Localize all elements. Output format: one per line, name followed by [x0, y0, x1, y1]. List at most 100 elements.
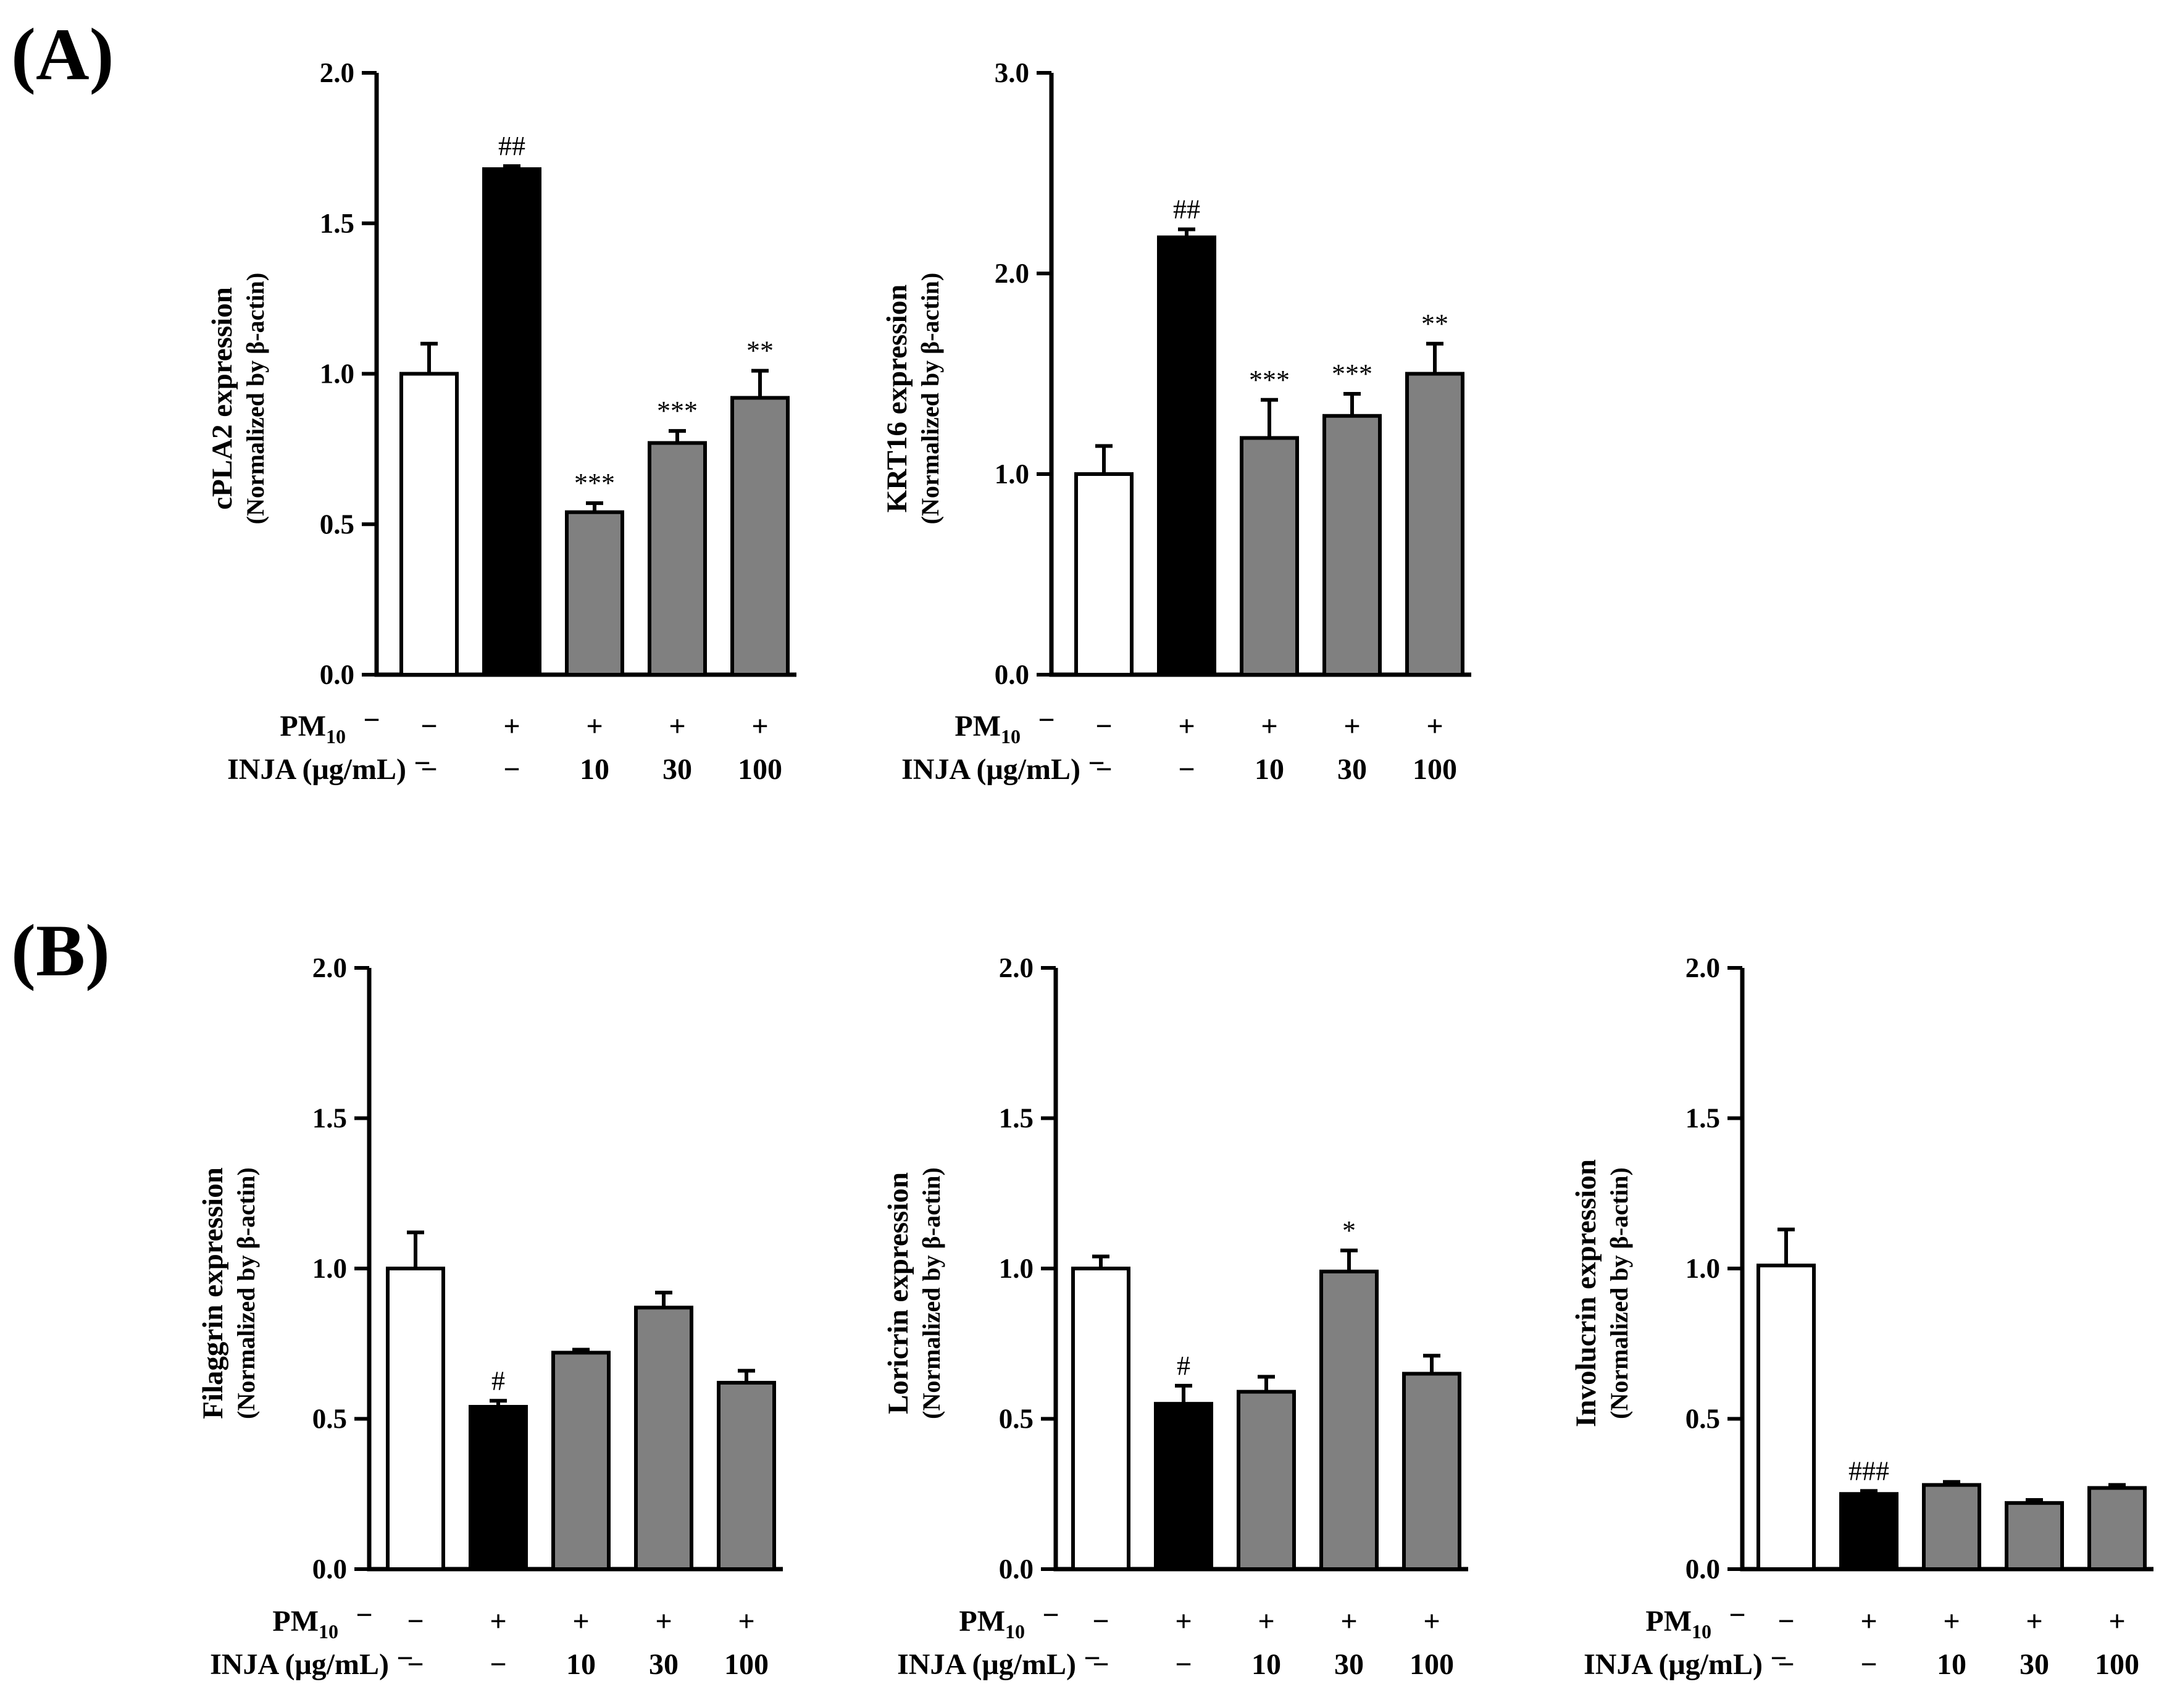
- significance-label: **: [1421, 309, 1448, 339]
- pm-condition-value: +: [1343, 710, 1360, 743]
- bar-charts: 0.0 0.5 1.0 1.5 2.0 cPLA2 expression (Normaliz…: [0, 0, 2172, 1708]
- inja-label-dash: −: [1088, 747, 1105, 780]
- y-axis-label: cPLA2 expression: [206, 287, 238, 510]
- pm-label-dash: −: [1729, 1599, 1745, 1631]
- bar: [470, 1407, 526, 1569]
- inja-condition-value: 10: [1251, 1648, 1281, 1681]
- inja-condition-value: 10: [580, 753, 609, 786]
- pm-label: PM10: [280, 710, 346, 748]
- bar: [1324, 416, 1380, 675]
- pm-condition-value: +: [1860, 1605, 1877, 1638]
- y-tick-label: 3.0: [995, 57, 1029, 88]
- significance-label: ***: [657, 396, 698, 426]
- pm-label-dash: −: [363, 704, 380, 736]
- y-tick-label: 0.0: [1685, 1554, 1720, 1585]
- bar: [1404, 1373, 1460, 1569]
- y-tick-label: 2.0: [1685, 952, 1720, 983]
- inja-condition-value: 30: [2020, 1648, 2049, 1681]
- bar: [484, 169, 540, 675]
- inja-condition-value: 100: [2095, 1648, 2139, 1681]
- significance-label: ***: [574, 468, 615, 498]
- significance-label: ##: [1173, 194, 1200, 225]
- inja-condition-value: 30: [649, 1648, 679, 1681]
- pm-condition-value: +: [738, 1605, 754, 1638]
- pm-condition-value: +: [1943, 1605, 1960, 1638]
- bar: [1156, 1404, 1211, 1569]
- y-axis-label: KRT16 expression: [881, 285, 913, 513]
- pm-label: PM10: [1645, 1605, 1711, 1643]
- y-tick-label: 1.0: [995, 459, 1029, 489]
- pm-condition-value: +: [655, 1605, 672, 1638]
- y-tick-label: 1.0: [999, 1253, 1034, 1284]
- inja-condition-value: −: [1860, 1648, 1877, 1681]
- y-tick-label: 0.5: [312, 1404, 347, 1435]
- inja-condition-value: 10: [566, 1648, 596, 1681]
- pm-condition-value: +: [2026, 1605, 2042, 1638]
- y-tick-label: 0.0: [995, 659, 1029, 690]
- y-axis-label: Loricrin expression: [882, 1172, 914, 1414]
- pm-condition-value: −: [1092, 1605, 1109, 1638]
- bar: [1321, 1272, 1377, 1569]
- y-tick-label: 0.5: [320, 509, 354, 539]
- inja-condition-value: 10: [1937, 1648, 1966, 1681]
- pm-condition-value: +: [490, 1605, 506, 1638]
- y-tick-label: 0.0: [320, 659, 354, 690]
- inja-condition-value: 10: [1255, 753, 1284, 786]
- significance-label: #: [1177, 1351, 1190, 1381]
- bar: [1076, 474, 1132, 675]
- inja-label-dash: −: [396, 1642, 413, 1675]
- inja-label-dash: −: [1084, 1642, 1100, 1675]
- pm-condition-value: +: [2108, 1605, 2125, 1638]
- pm-condition-value: +: [669, 710, 685, 743]
- y-tick-label: 1.0: [320, 359, 354, 390]
- inja-label: INJA (μg/mL): [901, 753, 1080, 786]
- significance-label: **: [746, 336, 774, 366]
- inja-condition-value: 100: [1413, 753, 1457, 786]
- y-tick-label: 1.0: [312, 1253, 347, 1284]
- bar: [401, 374, 457, 675]
- inja-condition-value: −: [1175, 1648, 1192, 1681]
- bar: [553, 1352, 609, 1569]
- y-tick-label: 0.5: [1685, 1404, 1720, 1435]
- pm-condition-value: −: [407, 1605, 424, 1638]
- y-axis-label: Involucrin expression: [1570, 1159, 1602, 1427]
- pm-condition-value: +: [1261, 710, 1277, 743]
- bar: [636, 1307, 691, 1569]
- y-axis-label-normalized: (Normalized by β-actin): [917, 1167, 945, 1419]
- pm-condition-value: +: [586, 710, 603, 743]
- y-tick-label: 0.0: [999, 1554, 1034, 1585]
- pm-condition-value: +: [503, 710, 520, 743]
- y-tick-label: 1.5: [312, 1103, 347, 1134]
- significance-label: ***: [1332, 359, 1372, 389]
- pm-condition-value: −: [1095, 710, 1112, 743]
- pm-label-dash: −: [1042, 1599, 1059, 1631]
- inja-condition-value: 100: [1410, 1648, 1454, 1681]
- bar: [2007, 1503, 2062, 1569]
- significance-label: #: [491, 1365, 505, 1396]
- inja-label: INJA (μg/mL): [1584, 1648, 1763, 1681]
- pm-label: PM10: [959, 1605, 1025, 1643]
- y-axis-label: Filaggrin expression: [197, 1167, 229, 1419]
- y-tick-label: 1.5: [1685, 1103, 1720, 1134]
- pm-label-dash: −: [356, 1599, 372, 1631]
- bar: [1238, 1392, 1294, 1569]
- inja-condition-value: 30: [662, 753, 692, 786]
- pm-condition-value: +: [1258, 1605, 1274, 1638]
- y-tick-label: 2.0: [312, 952, 347, 983]
- y-tick-label: 0.0: [312, 1554, 347, 1585]
- pm-condition-value: −: [1777, 1605, 1794, 1638]
- inja-condition-value: −: [503, 753, 520, 786]
- inja-label: INJA (μg/mL): [897, 1648, 1076, 1681]
- pm-condition-value: +: [1426, 710, 1443, 743]
- bar: [2089, 1488, 2145, 1569]
- bar: [567, 512, 622, 675]
- inja-condition-value: −: [490, 1648, 506, 1681]
- inja-label-dash: −: [414, 747, 430, 780]
- pm-condition-value: +: [1178, 710, 1195, 743]
- pm-condition-value: −: [420, 710, 437, 743]
- pm-condition-value: +: [1340, 1605, 1357, 1638]
- pm-condition-value: +: [1423, 1605, 1440, 1638]
- figure: (A) (B) 0.0 0.5 1.0 1.5 2.0 cPLA2 expression(…: [0, 0, 2172, 1708]
- inja-label: INJA (μg/mL): [210, 1648, 389, 1681]
- pm-label: PM10: [272, 1605, 338, 1643]
